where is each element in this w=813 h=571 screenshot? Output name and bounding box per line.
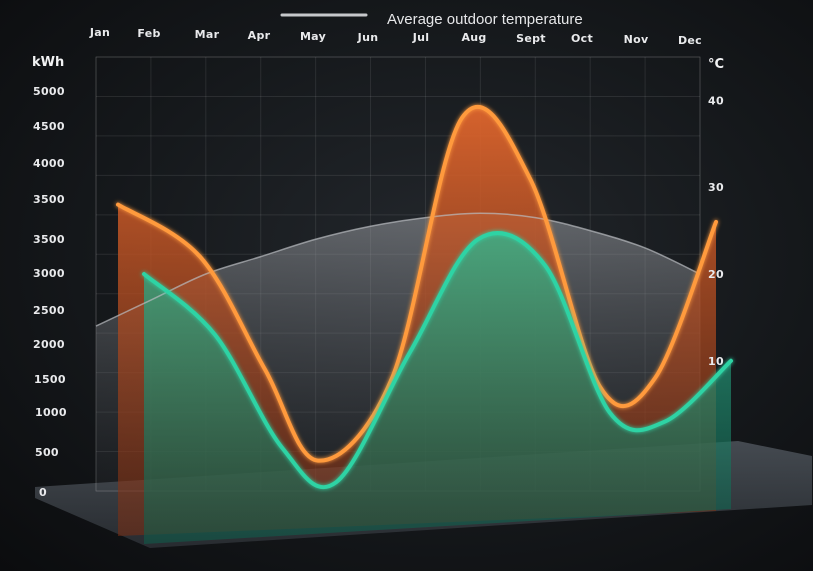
y-left-tick-label: 3500 xyxy=(33,233,65,246)
x-tick-label: Sept xyxy=(516,32,546,45)
right-axis-unit: °C xyxy=(708,57,724,72)
chart-labels: Jan Feb Mar Apr May Jun Jul Aug Sept Oct Nov Dec 500… xyxy=(33,26,724,499)
y-left-tick-label: 3000 xyxy=(33,267,65,280)
y-left-tick-label: 500 xyxy=(35,446,59,459)
x-tick-label: Nov xyxy=(624,33,649,46)
energy-line xyxy=(116,104,718,463)
left-axis-unit: kWh xyxy=(32,55,64,70)
y-left-tick-label: 2000 xyxy=(33,338,65,351)
y-right-tick-label: 30 xyxy=(708,181,724,194)
cooling-area xyxy=(144,233,731,544)
x-tick-label: May xyxy=(300,30,326,43)
y-right-tick-label: 10 xyxy=(708,355,724,368)
y-left-tick-label: 4500 xyxy=(33,120,65,133)
chart-areas xyxy=(96,106,731,544)
x-tick-label: Oct xyxy=(571,32,593,45)
x-tick-label: Jan xyxy=(89,26,110,39)
x-tick-label: Jun xyxy=(357,31,379,44)
x-tick-label: Jul xyxy=(412,31,430,44)
y-left-tick-label: 1500 xyxy=(34,373,66,386)
x-tick-label: Aug xyxy=(461,31,486,44)
x-tick-label: Dec xyxy=(678,34,702,47)
legend: Average outdoor temperature xyxy=(280,11,583,28)
temperature-line xyxy=(95,212,701,327)
x-tick-label: Feb xyxy=(137,27,160,40)
y-left-tick-label: 0 xyxy=(39,486,47,499)
y-left-tick-label: 4000 xyxy=(33,157,65,170)
y-left-tick-label: 1000 xyxy=(35,406,67,419)
y-right-tick-label: 20 xyxy=(708,268,724,281)
y-right-tick-label: 40 xyxy=(708,94,724,107)
x-tick-label: Mar xyxy=(195,28,220,41)
y-left-tick-label: 5000 xyxy=(33,85,65,98)
cooling-line xyxy=(142,231,733,490)
legend-label: Average outdoor temperature xyxy=(387,11,583,28)
x-tick-label: Apr xyxy=(248,29,271,42)
y-left-tick-label: 2500 xyxy=(33,304,65,317)
chart-lines xyxy=(95,104,733,490)
y-left-tick-label: 3500 xyxy=(33,193,65,206)
